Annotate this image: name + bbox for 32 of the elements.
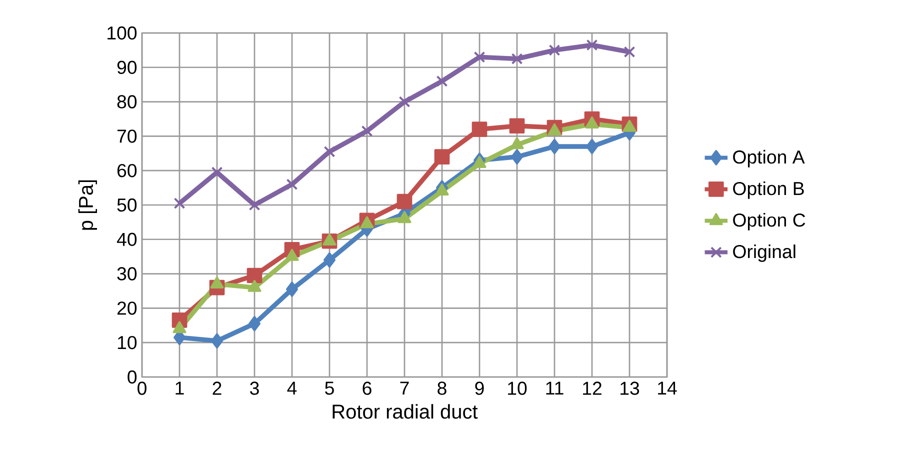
x-tick-label: 9 (475, 382, 484, 395)
x-tick-label: 12 (583, 382, 602, 395)
legend-label: Original (733, 244, 796, 262)
x-tick-label: 11 (546, 382, 564, 395)
y-tick-label: 50 (117, 198, 137, 212)
x-tick-label: 13 (620, 382, 640, 395)
legend-label: Option C (733, 212, 806, 230)
y-tick-label: 80 (117, 95, 137, 108)
x-tick-label: 3 (250, 382, 259, 395)
y-tick-label: 90 (117, 60, 137, 74)
x-tick-label: 2 (212, 382, 222, 395)
x-tick-label: 1 (176, 382, 184, 395)
y-tick-label: 60 (117, 164, 137, 178)
y-tick-label: 20 (117, 302, 137, 315)
legend-label: Option A (733, 150, 805, 168)
x-tick-label: 7 (400, 382, 409, 395)
x-tick-label: 10 (508, 382, 527, 395)
y-tick-label: 0 (128, 370, 137, 384)
x-tick-label: 14 (658, 382, 677, 395)
x-tick-label: 4 (287, 382, 297, 395)
x-axis-title: Rotor radial duct (332, 404, 478, 419)
x-tick-label: 6 (362, 382, 372, 395)
x-tick-label: 5 (325, 382, 334, 395)
x-tick-label: 8 (438, 382, 446, 395)
y-tick-label: 70 (117, 130, 137, 143)
y-tick-label: 30 (117, 267, 137, 280)
x-tick-label: 0 (138, 382, 146, 395)
y-tick-label: 40 (116, 232, 137, 246)
y-axis-title: p [Pa] (78, 180, 97, 230)
legend-label: Option B (733, 181, 804, 199)
y-tick-label: 10 (118, 336, 137, 350)
y-tick-label: 100 (108, 26, 137, 40)
